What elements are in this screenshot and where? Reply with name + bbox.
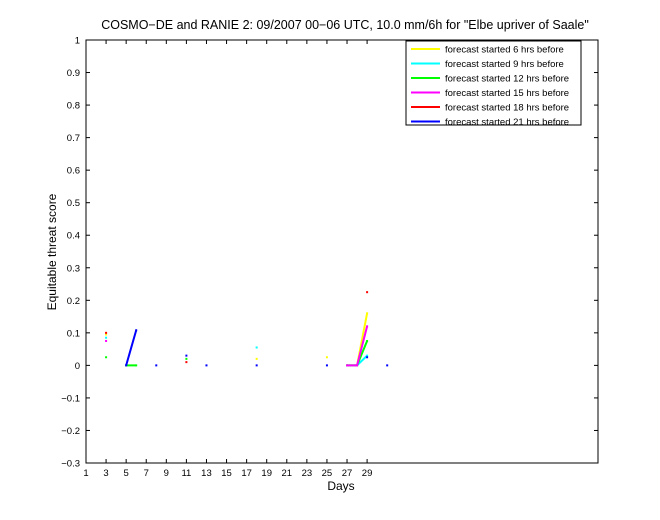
x-tick-label: 29 (362, 468, 373, 479)
x-tick-label: 11 (181, 468, 191, 479)
data-point (185, 354, 188, 357)
y-tick-label: 0.3 (67, 263, 80, 274)
y-tick-label: 0.6 (67, 166, 80, 177)
data-point (105, 356, 108, 359)
legend-label: forecast started 21 hrs before (445, 117, 569, 128)
x-axis-label: Days (327, 479, 354, 493)
y-axis: −0.3 −0.2 −0.1 0 0.1 0.2 0.3 0.4 0.5 0.6 0.7 0.8 0.9… (61, 36, 598, 470)
y-tick-label: 0.5 (67, 198, 80, 209)
chart-title: COSMO−DE and RANIE 2: 09/2007 00−06 UTC,… (101, 18, 589, 32)
data-point (135, 329, 138, 332)
data-point (185, 361, 188, 364)
y-tick-label: 0 (75, 361, 80, 372)
data-point (366, 325, 369, 328)
data-point (386, 364, 389, 367)
legend-label: forecast started 18 hrs before (445, 102, 569, 113)
y-tick-label: 0.1 (67, 328, 80, 339)
x-tick-label: 7 (144, 468, 149, 479)
y-tick-label: −0.3 (61, 459, 80, 470)
y-tick-label: 0.9 (67, 68, 80, 79)
data-point (105, 336, 108, 339)
data-point (366, 356, 369, 359)
data-point (366, 339, 369, 342)
data-point (105, 339, 108, 342)
data-point (255, 357, 258, 360)
x-tick-label: 19 (261, 468, 272, 479)
series-5 (105, 291, 369, 364)
data-point (255, 364, 258, 367)
data-point (325, 356, 328, 359)
data-point (366, 312, 369, 315)
series-6 (125, 329, 389, 367)
legend-box (405, 40, 582, 126)
data-series (105, 291, 389, 367)
y-tick-label: 0.2 (67, 296, 80, 307)
data-point (325, 364, 328, 367)
y-tick-label: 0.7 (67, 133, 80, 144)
data-point (356, 364, 359, 367)
data-point (135, 364, 138, 367)
x-tick-label: 3 (103, 468, 108, 479)
data-point (105, 333, 108, 336)
x-axis: 1 3 5 7 9 11 13 15 17 19 21 23 25 27 29 (83, 40, 372, 479)
data-point (185, 357, 188, 360)
x-tick-label: 1 (83, 468, 88, 479)
data-point (105, 331, 108, 334)
x-tick-label: 5 (124, 468, 129, 479)
x-tick-label: 25 (322, 468, 333, 479)
legend: forecast started 6 hrs before forecast st… (405, 40, 582, 128)
x-tick-label: 21 (281, 468, 292, 479)
data-point (346, 364, 349, 367)
data-point (155, 364, 158, 367)
series-line (125, 329, 138, 366)
legend-label: forecast started 9 hrs before (445, 59, 564, 70)
data-point (125, 364, 128, 367)
legend-label: forecast started 6 hrs before (445, 44, 564, 55)
y-tick-label: 1 (75, 36, 80, 47)
x-tick-label: 27 (342, 468, 353, 479)
data-point (255, 346, 258, 349)
x-tick-label: 23 (302, 468, 313, 479)
x-tick-label: 13 (201, 468, 212, 479)
y-tick-label: −0.2 (61, 426, 80, 437)
x-tick-label: 15 (221, 468, 232, 479)
legend-label: forecast started 15 hrs before (445, 88, 569, 99)
series-4 (105, 325, 369, 367)
x-tick-label: 9 (164, 468, 169, 479)
data-point (205, 364, 208, 367)
data-point (366, 291, 369, 294)
y-tick-label: 0.8 (67, 101, 80, 112)
data-point (366, 354, 369, 357)
y-tick-label: 0.4 (67, 231, 80, 242)
x-tick-label: 17 (241, 468, 252, 479)
y-tick-label: −0.1 (61, 393, 80, 404)
legend-label: forecast started 12 hrs before (445, 73, 569, 84)
y-axis-label: Equitable threat score (45, 193, 59, 310)
